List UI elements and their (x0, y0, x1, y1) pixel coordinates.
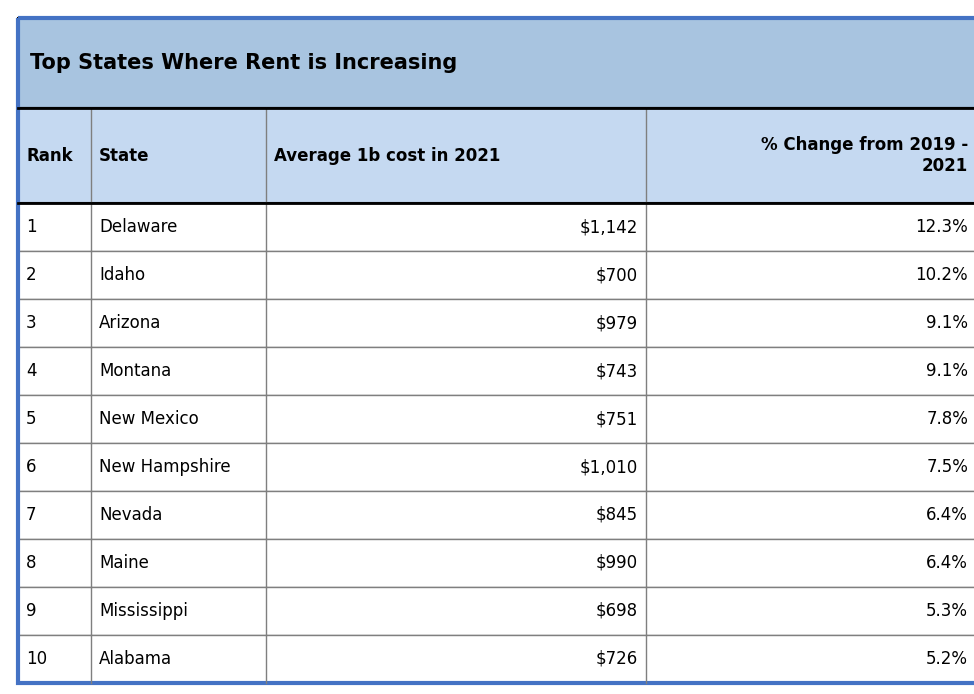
Bar (18, 203, 974, 251)
Bar (18, 539, 974, 587)
Bar (18, 251, 974, 299)
Text: 10.2%: 10.2% (916, 266, 968, 284)
Text: 6.4%: 6.4% (926, 506, 968, 524)
Text: Mississippi: Mississippi (99, 602, 188, 620)
Text: $979: $979 (596, 314, 638, 332)
Bar (18, 395, 974, 443)
Text: Montana: Montana (99, 362, 171, 380)
Text: Maine: Maine (99, 554, 149, 572)
Text: $845: $845 (596, 506, 638, 524)
Text: 1: 1 (26, 218, 37, 236)
Text: 6: 6 (26, 458, 36, 476)
Bar (18, 491, 974, 539)
Text: 7: 7 (26, 506, 36, 524)
Text: 4: 4 (26, 362, 36, 380)
Text: New Hampshire: New Hampshire (99, 458, 231, 476)
Text: $700: $700 (596, 266, 638, 284)
Text: 5.2%: 5.2% (926, 650, 968, 668)
Bar (18, 635, 974, 683)
Text: Delaware: Delaware (99, 218, 177, 236)
Text: 3: 3 (26, 314, 37, 332)
Text: 6.4%: 6.4% (926, 554, 968, 572)
Text: 9.1%: 9.1% (926, 314, 968, 332)
Text: 9.1%: 9.1% (926, 362, 968, 380)
Text: 8: 8 (26, 554, 36, 572)
Text: 5.3%: 5.3% (926, 602, 968, 620)
Text: $743: $743 (596, 362, 638, 380)
Text: New Mexico: New Mexico (99, 410, 199, 428)
Text: 2: 2 (26, 266, 37, 284)
Text: $1,010: $1,010 (580, 458, 638, 476)
Text: 5: 5 (26, 410, 36, 428)
Text: Alabama: Alabama (99, 650, 172, 668)
Text: Rank: Rank (26, 146, 73, 164)
Text: Idaho: Idaho (99, 266, 145, 284)
Text: 7.8%: 7.8% (926, 410, 968, 428)
Bar (18, 108, 974, 203)
Bar (18, 299, 974, 347)
Bar (18, 347, 974, 395)
Text: Arizona: Arizona (99, 314, 162, 332)
Text: % Change from 2019 -
2021: % Change from 2019 - 2021 (761, 136, 968, 175)
Text: Nevada: Nevada (99, 506, 163, 524)
Text: 10: 10 (26, 650, 47, 668)
Text: $1,142: $1,142 (580, 218, 638, 236)
Text: Average 1b cost in 2021: Average 1b cost in 2021 (274, 146, 501, 164)
Text: State: State (99, 146, 149, 164)
Text: $751: $751 (596, 410, 638, 428)
Bar (18, 443, 974, 491)
Text: Top States Where Rent is Increasing: Top States Where Rent is Increasing (30, 53, 457, 73)
Text: 9: 9 (26, 602, 36, 620)
Text: 7.5%: 7.5% (926, 458, 968, 476)
Text: $726: $726 (596, 650, 638, 668)
Bar (18, 587, 974, 635)
Text: $698: $698 (596, 602, 638, 620)
Text: 12.3%: 12.3% (916, 218, 968, 236)
Text: $990: $990 (596, 554, 638, 572)
Bar (18, 18, 974, 108)
